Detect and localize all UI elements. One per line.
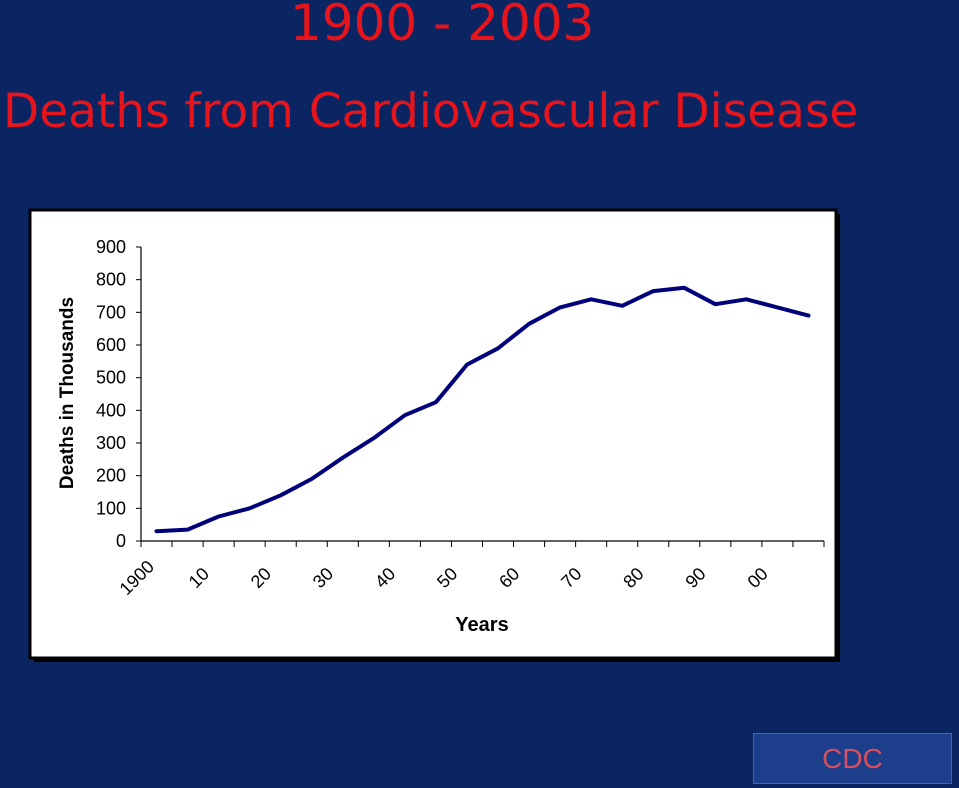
y-tick-label: 800	[96, 270, 126, 290]
slide-title-years: 1900 - 2003	[290, 0, 595, 52]
slide-title: Deaths from Cardiovascular Disease	[3, 84, 859, 139]
y-tick-label: 300	[96, 433, 126, 453]
y-tick-label: 400	[96, 400, 126, 420]
source-box: CDC	[753, 733, 952, 784]
y-tick-label: 100	[96, 498, 126, 518]
y-axis-label: Deaths in Thousands	[57, 297, 78, 489]
x-axis-label: Years	[455, 614, 508, 636]
y-tick-label: 500	[96, 368, 126, 388]
y-tick-label: 200	[96, 466, 126, 486]
y-tick-label: 900	[96, 237, 126, 257]
y-tick-label: 700	[96, 302, 126, 322]
series-line	[154, 285, 811, 534]
y-tick-label: 0	[116, 531, 126, 551]
y-tick-label: 600	[96, 335, 126, 355]
